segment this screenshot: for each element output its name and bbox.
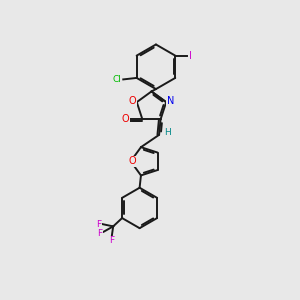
Text: F: F [109,236,114,245]
Text: F: F [98,229,103,238]
Text: N: N [167,96,174,106]
Text: F: F [96,220,101,229]
Text: Cl: Cl [112,75,121,84]
Text: H: H [164,128,171,137]
Text: O: O [129,96,136,106]
Text: O: O [122,114,129,124]
Text: O: O [128,156,136,166]
Text: I: I [189,51,192,61]
